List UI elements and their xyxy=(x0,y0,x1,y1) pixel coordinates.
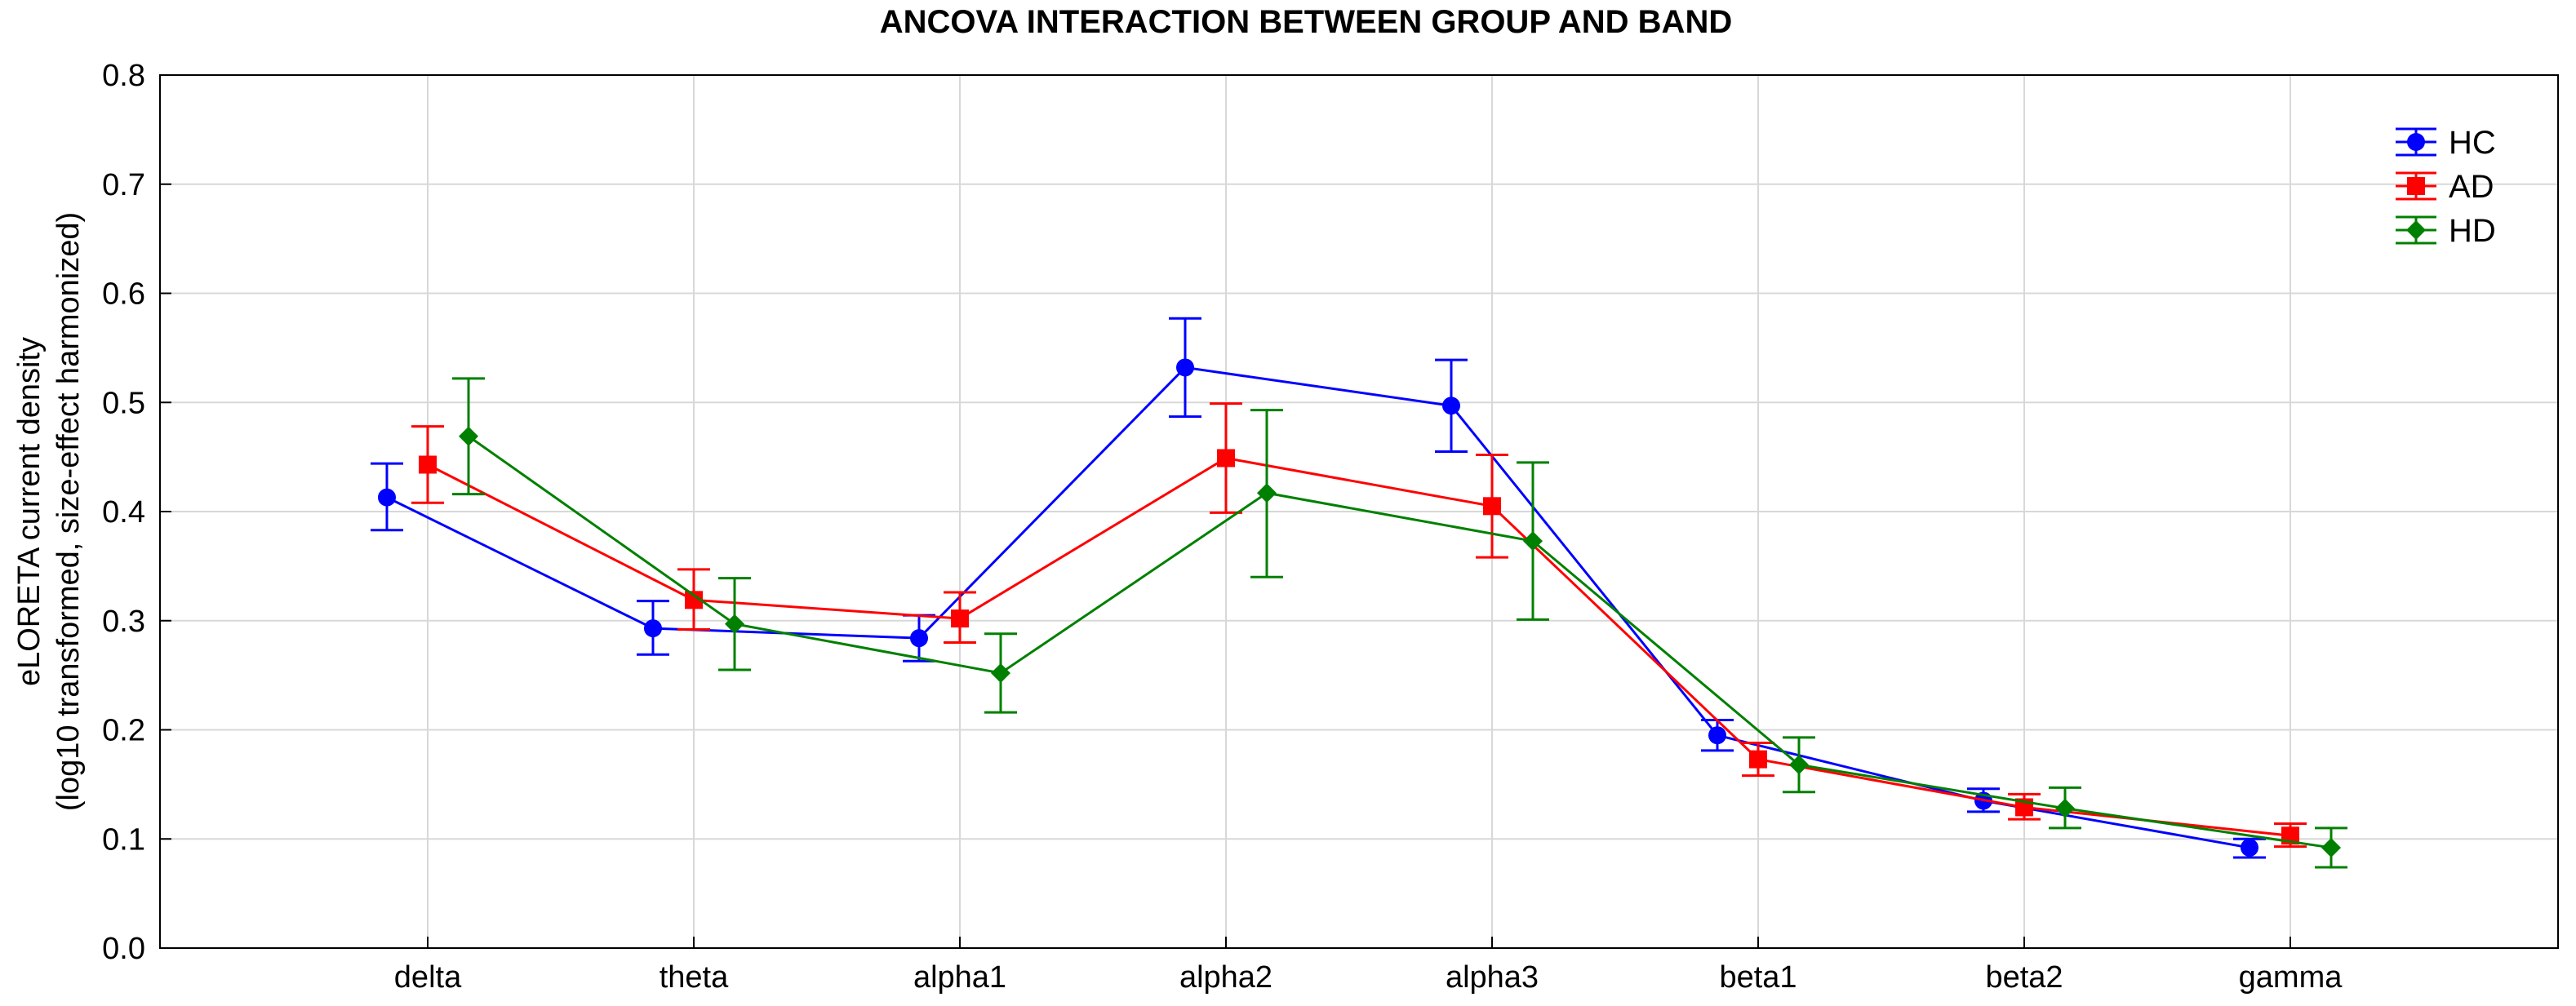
x-tick-label: delta xyxy=(394,960,462,995)
series-hc xyxy=(371,317,2266,859)
y-axis: 0.0 0.1 0.2 0.3 0.4 0.5 0.6 0.7 0.8 xyxy=(102,59,171,966)
y-axis-label-line2: (log10 transformed, size-effect harmoniz… xyxy=(51,212,86,811)
series-ad xyxy=(411,402,2307,849)
hc-point xyxy=(1176,358,1194,377)
hc-point xyxy=(2241,838,2258,857)
hc-line xyxy=(386,366,2250,849)
x-tick-label: alpha2 xyxy=(1179,960,1272,995)
hd-point xyxy=(1257,483,1277,503)
x-tick-label: theta xyxy=(660,960,729,995)
hc-point xyxy=(1708,726,1726,745)
hd-point xyxy=(2055,798,2075,818)
ad-point xyxy=(685,591,703,609)
ad-point xyxy=(1483,497,1501,516)
hd-point xyxy=(1789,755,1809,775)
y-tick-label: 0.4 xyxy=(102,495,145,530)
y-tick-label: 0.1 xyxy=(102,822,145,857)
legend-hd-point xyxy=(2406,220,2426,240)
legend-label: HC xyxy=(2449,125,2496,161)
hc-point xyxy=(644,619,662,638)
ad-line xyxy=(427,456,2291,837)
ad-point xyxy=(951,609,969,628)
legend-label: HD xyxy=(2449,213,2496,249)
legend-item-hc: HC xyxy=(2396,125,2496,161)
y-tick-label: 0.7 xyxy=(102,168,145,202)
y-tick-label: 0.3 xyxy=(102,605,145,639)
x-axis: delta theta alpha1 alpha2 alpha3 beta1 beta2 ga… xyxy=(394,937,2343,995)
hd-point xyxy=(1523,531,1543,552)
x-tick-label: beta1 xyxy=(1719,960,1797,995)
series-hd xyxy=(452,377,2347,869)
y-axis-label-line1: eLORETA current density xyxy=(12,337,47,686)
legend-item-ad: AD xyxy=(2396,169,2494,205)
y-tick-label: 0.5 xyxy=(102,386,145,420)
legend-ad-point xyxy=(2407,177,2425,195)
hd-point xyxy=(725,614,744,634)
ad-point xyxy=(1749,750,1767,769)
hd-line xyxy=(468,435,2332,849)
legend: HC AD HD xyxy=(2396,125,2496,249)
ad-point xyxy=(1217,449,1235,468)
y-tick-label: 0.2 xyxy=(102,714,145,748)
ad-point xyxy=(419,455,437,474)
hd-point xyxy=(991,663,1010,683)
x-tick-label: alpha1 xyxy=(913,960,1006,995)
chart-title: ANCOVA INTERACTION BETWEEN GROUP AND BAN… xyxy=(880,4,1732,40)
hd-point xyxy=(459,426,478,446)
y-tick-label: 0.8 xyxy=(102,59,145,93)
legend-label: AD xyxy=(2449,169,2494,205)
hd-point xyxy=(2321,837,2341,858)
x-tick-label: alpha3 xyxy=(1446,960,1539,995)
legend-item-hd: HD xyxy=(2396,213,2496,249)
x-tick-label: gamma xyxy=(2239,960,2343,995)
hc-point xyxy=(378,488,396,507)
series-layer xyxy=(371,317,2347,869)
hc-point xyxy=(910,629,928,648)
y-tick-label: 0.0 xyxy=(102,932,145,966)
hc-point xyxy=(1442,397,1460,415)
x-tick-label: beta2 xyxy=(1985,960,2063,995)
y-tick-label: 0.6 xyxy=(102,277,145,312)
legend-hc-point xyxy=(2407,133,2425,151)
